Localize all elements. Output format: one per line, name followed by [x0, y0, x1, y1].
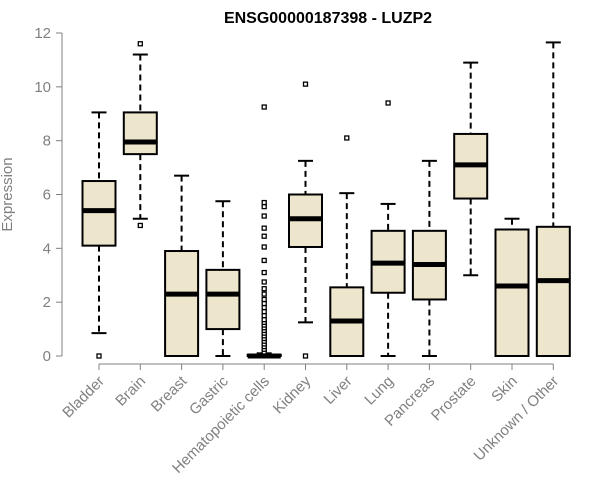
iqr-box	[205, 268, 241, 331]
outlier-point	[261, 291, 267, 297]
outlier-point	[137, 222, 143, 229]
y-tick-label: 6	[43, 187, 51, 204]
y-tick-label: 2	[43, 294, 51, 311]
x-tick-label: Lung	[361, 373, 397, 409]
outlier-point	[344, 135, 350, 141]
y-tick-label: 0	[43, 348, 51, 365]
iqr-box	[81, 180, 117, 247]
outlier-point	[261, 199, 267, 206]
x-tick-label: Liver	[321, 373, 356, 408]
outlier-point	[385, 100, 391, 106]
box-breast	[164, 174, 200, 357]
y-tick-label: 12	[34, 25, 51, 42]
x-tick-label: Kidney	[270, 372, 315, 417]
x-tick-label: Brain	[112, 373, 149, 410]
iqr-box	[164, 250, 200, 357]
outlier-point	[261, 104, 267, 110]
outlier-point	[261, 244, 267, 250]
outlier-point	[302, 353, 309, 359]
outlier-point	[302, 81, 309, 87]
outlier-point	[137, 41, 143, 47]
iqr-box	[122, 111, 158, 156]
y-axis-label: Expression	[0, 157, 16, 231]
outlier-point	[261, 279, 267, 285]
outlier-point	[261, 257, 267, 264]
box-hematopoietic-cells	[246, 104, 282, 359]
y-tick-label: 10	[34, 79, 51, 96]
outlier-point	[261, 233, 267, 239]
iqr-box	[535, 225, 571, 357]
box-unknown-other	[535, 41, 571, 357]
box-kidney	[288, 81, 323, 359]
box-skin	[494, 217, 530, 357]
x-tick-label: Prostate	[428, 373, 480, 425]
outlier-point	[261, 286, 267, 292]
box-bladder	[81, 111, 117, 359]
outlier-point	[261, 269, 267, 276]
x-tick-label: Breast	[148, 372, 191, 415]
box-liver	[329, 135, 365, 357]
iqr-box	[494, 228, 530, 357]
box-lung	[370, 100, 406, 357]
chart-title: ENSG00000187398 - LUZP2	[224, 10, 432, 27]
y-tick-label: 8	[43, 133, 51, 150]
y-tick-label: 4	[43, 240, 51, 257]
outlier-point	[261, 225, 267, 231]
y-axis: 0 2 4 6 8 10 12	[34, 25, 63, 365]
outlier-point	[261, 213, 267, 219]
box-series	[81, 41, 571, 359]
box-pancreas	[411, 159, 447, 357]
outlier-point	[96, 353, 102, 359]
box-gastric	[205, 200, 241, 357]
box-prostate	[453, 61, 489, 277]
box-brain	[122, 41, 158, 229]
outlier-point	[261, 296, 267, 303]
x-tick-label: Skin	[488, 373, 521, 406]
x-tick-label: Bladder	[59, 373, 108, 422]
